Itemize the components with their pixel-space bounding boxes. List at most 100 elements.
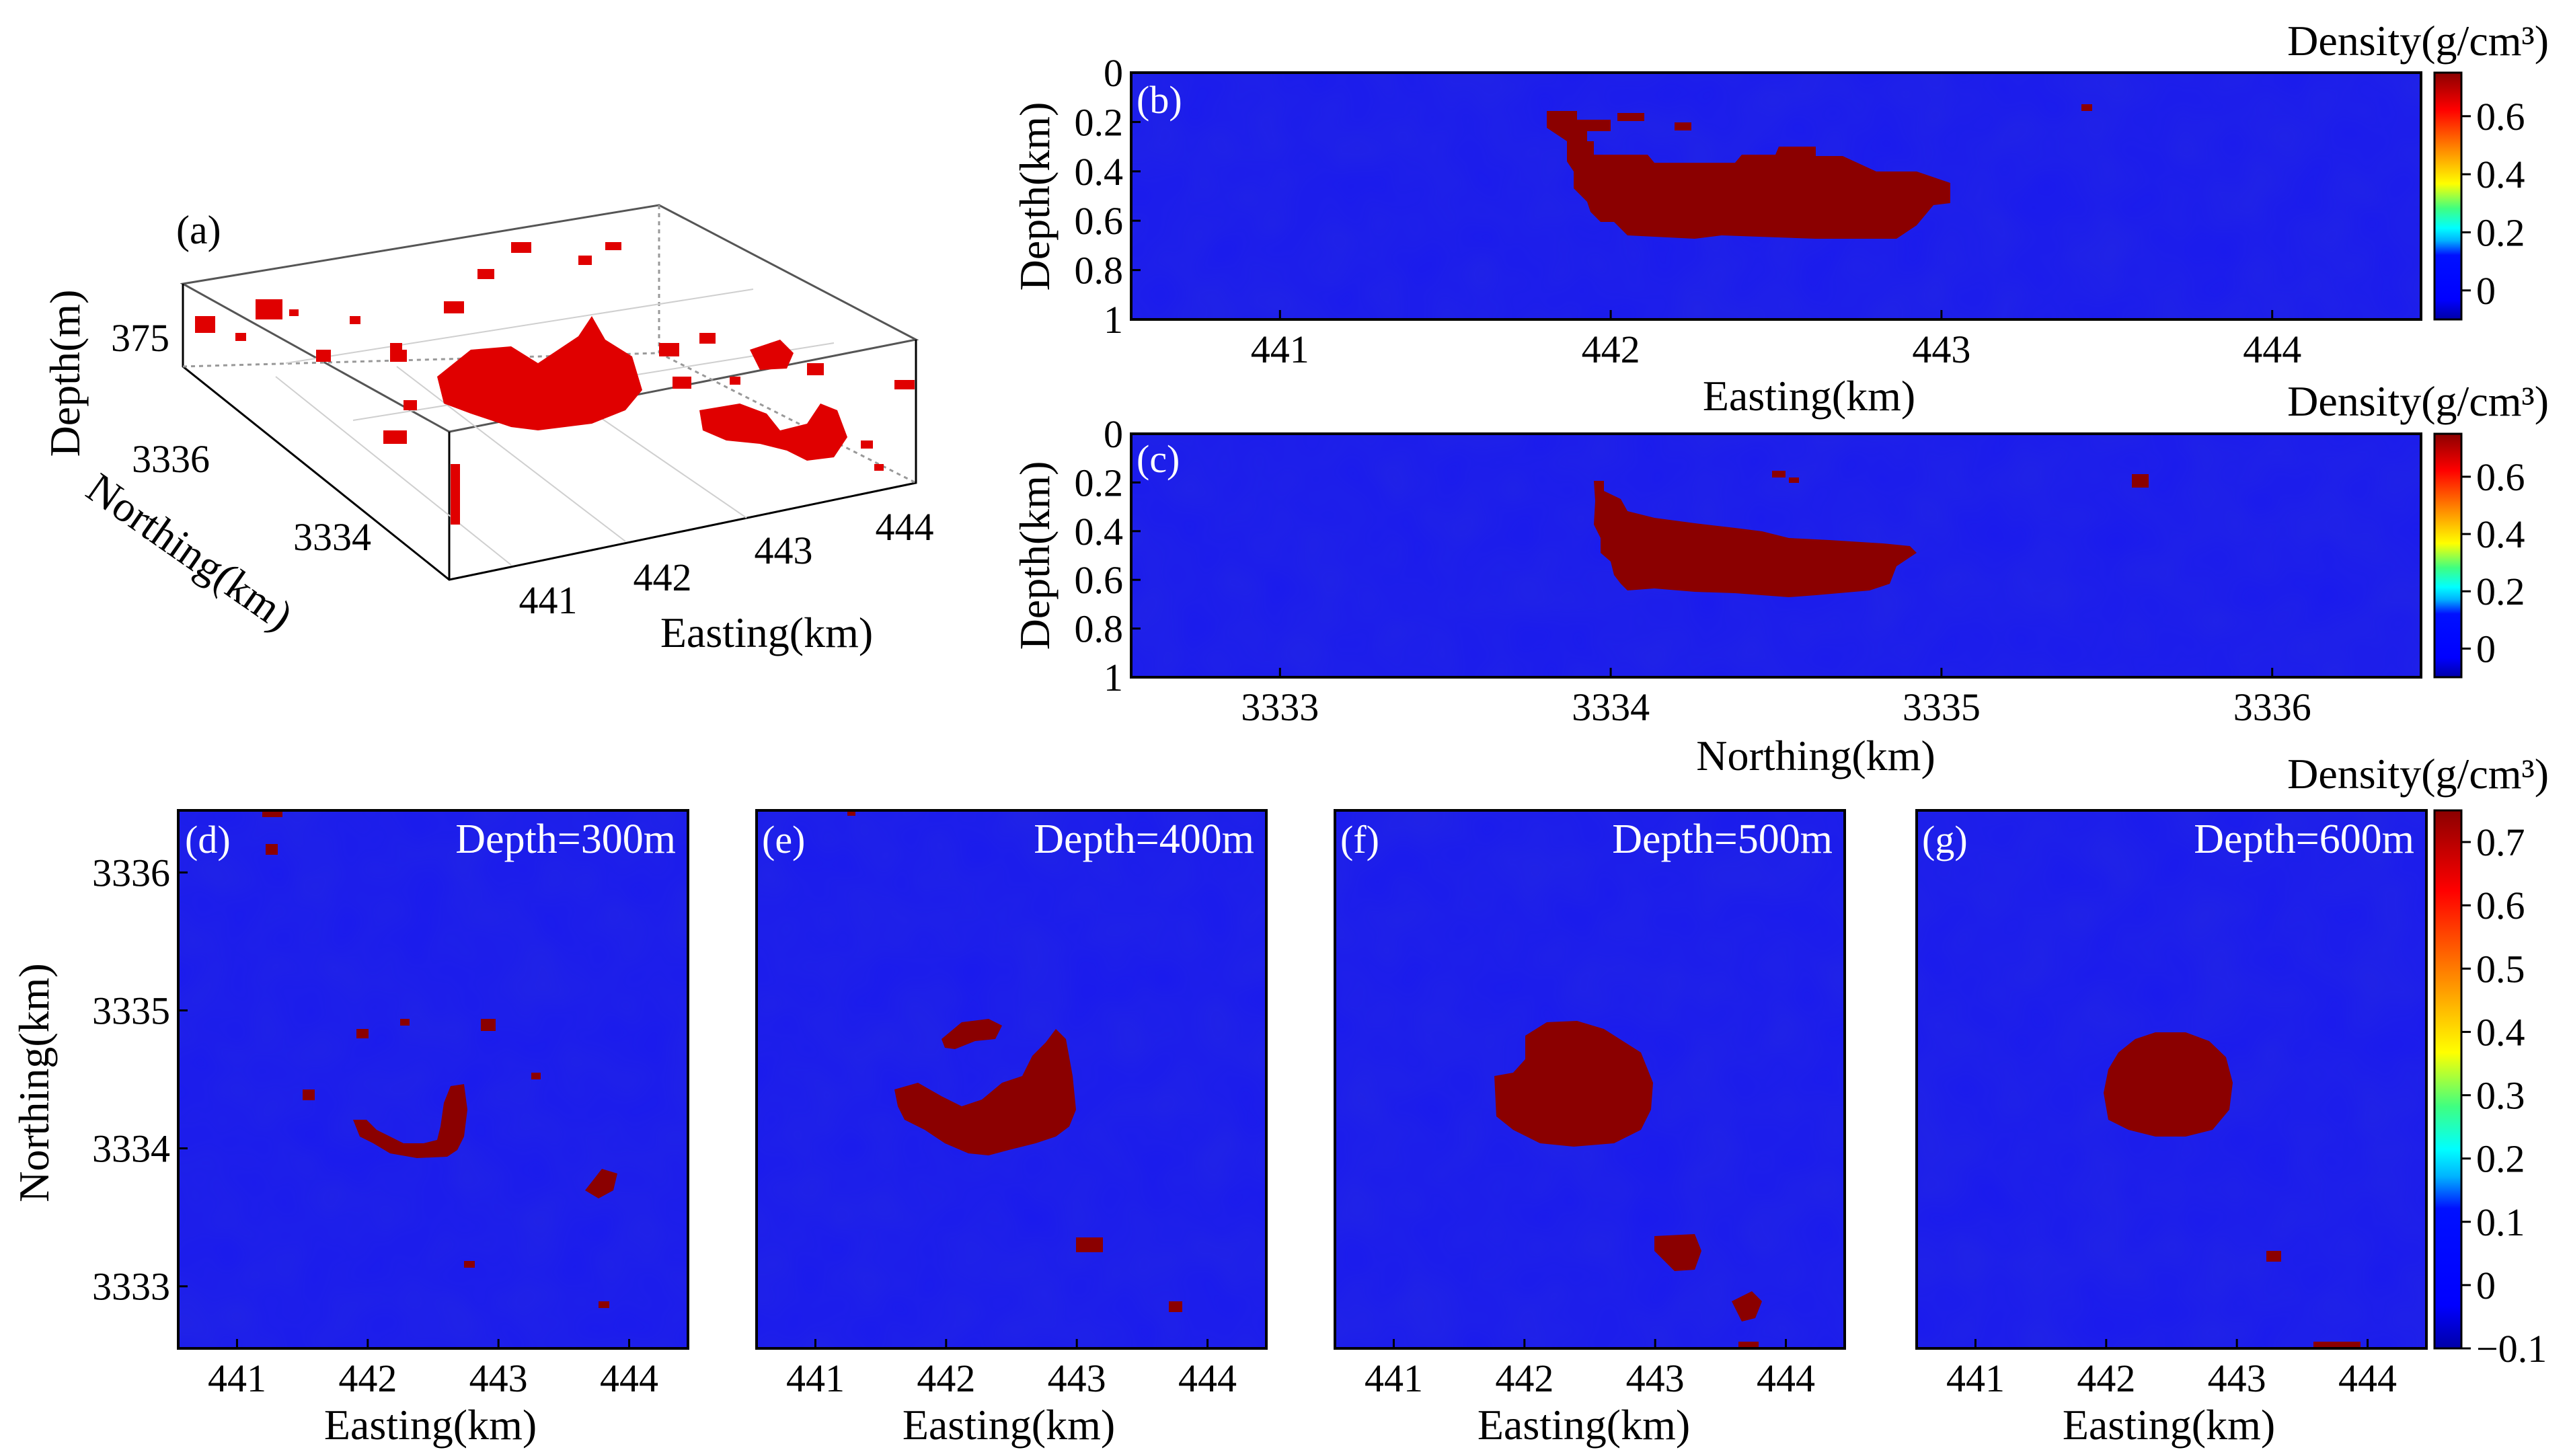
panel-d-title: Depth=300m — [455, 816, 676, 862]
panel-g-xlabel: Easting(km) — [2063, 1401, 2275, 1449]
panel-g-colorbar-title: Density(g/cm³) — [2287, 750, 2549, 798]
voxel — [451, 464, 460, 525]
upper-right-blob — [750, 340, 794, 370]
voxel — [874, 464, 884, 471]
panel-e-xticks: 441 442 443 444 — [786, 1339, 1237, 1400]
tick-label: 0.3 — [2476, 1074, 2525, 1118]
panel-d-xlabel: Easting(km) — [324, 1401, 537, 1449]
panel-a-label: (a) — [176, 208, 221, 252]
panel-b-yticks: 0 0.2 0.4 0.6 0.8 1 — [1075, 51, 1141, 342]
panel-d-anomaly — [353, 1084, 467, 1158]
voxel — [578, 256, 592, 265]
panel-b-xlabel: Easting(km) — [1703, 372, 1915, 420]
panel-b-anomaly — [1547, 111, 1950, 239]
panel-g-xticks: 441 442 443 444 — [1946, 1339, 2397, 1400]
voxel — [390, 350, 407, 362]
voxel — [316, 350, 331, 362]
panel-c: (c) 0 0.2 0.4 0.6 0.8 1 3333 3334 3335 3336 Dept… — [1011, 377, 2549, 779]
panel-g-anomaly — [2104, 1032, 2233, 1137]
tick-label: 442 — [1495, 1356, 1553, 1400]
panel-a-zlabel: Depth(m) — [41, 290, 89, 457]
tick-label: 1 — [1104, 656, 1123, 699]
tick-label: 0.6 — [2476, 884, 2525, 927]
panel-b-colorbar-title: Density(g/cm³) — [2287, 17, 2549, 65]
tick-label: 0 — [2476, 1264, 2496, 1307]
tick-label: 443 — [1048, 1356, 1106, 1400]
voxel — [404, 400, 417, 410]
panel-e-anomaly — [894, 1029, 1076, 1155]
panel-a-ylabel: Northing(km) — [78, 463, 301, 640]
panel-f-label: (f) — [1340, 818, 1379, 861]
panel-b-colorbar — [2433, 71, 2463, 321]
main-voxel-body — [437, 316, 642, 430]
panel-d-speck — [262, 810, 282, 817]
tick-label: 441 — [1946, 1356, 2005, 1400]
panel-e-speck — [1076, 1237, 1103, 1252]
tick-label: 0.1 — [2476, 1200, 2525, 1244]
tick-label: 444 — [2338, 1356, 2397, 1400]
panel-c-label: (c) — [1137, 437, 1180, 481]
panel-e: (e) Depth=400m 441 442 443 444 Easting(km) — [755, 809, 1268, 1449]
side-voxel-body — [699, 404, 847, 461]
panel-f: (f) Depth=500m 441 442 443 444 Easting(km) — [1334, 809, 1846, 1449]
tick-label: 3333 — [1241, 685, 1319, 729]
tick-label: 3335 — [1903, 685, 1981, 729]
tick-label: 0.2 — [1075, 100, 1124, 144]
panel-a: (a) — [41, 204, 934, 656]
panel-d-ylabel: Northing(km) — [10, 963, 58, 1202]
panel-c-anomaly — [1594, 481, 1917, 597]
panel-f-speck — [1654, 1234, 1701, 1271]
panel-c-colorbar-ticks: 0 0.2 0.4 0.6 — [2461, 455, 2525, 670]
panel-c-anomaly-speck — [1772, 471, 1786, 477]
tick-label: 0.2 — [1075, 461, 1124, 504]
panel-a-ztick: 375 — [111, 316, 169, 360]
panel-d-xticks: 441 442 443 444 — [208, 1339, 658, 1400]
panel-c-colorbar — [2433, 432, 2463, 679]
voxel — [444, 301, 464, 313]
voxel — [350, 316, 360, 324]
panel-g-colorbar-ticks: −0.1 0 0.1 0.2 0.3 0.4 0.5 0.6 0.7 — [2461, 820, 2547, 1371]
panel-d-speck — [400, 1019, 410, 1026]
voxel — [477, 269, 494, 279]
tick-label: 444 — [1757, 1356, 1815, 1400]
panel-a-xtick: 441 — [519, 578, 578, 622]
voxel — [659, 343, 679, 356]
tick-label: 0 — [1104, 51, 1123, 95]
tick-label: 442 — [2077, 1356, 2135, 1400]
panel-e-speck — [847, 810, 855, 816]
tick-label: 3335 — [92, 989, 170, 1032]
panel-b-anomaly-speck — [2081, 104, 2092, 111]
voxel — [383, 430, 407, 444]
tick-label: 0.6 — [2476, 455, 2525, 499]
tick-label: 3336 — [2233, 685, 2311, 729]
tick-label: 444 — [2243, 328, 2301, 371]
panel-d: (d) Depth=300m 441 442 443 444 3333 3334 3335… — [10, 809, 689, 1449]
panel-a-xtick: 443 — [755, 529, 813, 572]
panel-c-colorbar-title: Density(g/cm³) — [2287, 377, 2549, 425]
tick-label: 444 — [1178, 1356, 1237, 1400]
panel-d-speck — [464, 1261, 475, 1268]
panel-c-yticks: 0 0.2 0.4 0.6 0.8 1 — [1075, 412, 1141, 699]
panel-e-label: (e) — [762, 818, 805, 861]
tick-label: 443 — [1912, 328, 1970, 371]
tick-label: 3333 — [92, 1265, 170, 1309]
panel-d-yticks: 3333 3334 3335 3336 — [92, 851, 188, 1309]
voxel — [195, 316, 215, 333]
panel-f-speck — [1738, 1342, 1759, 1348]
tick-label: 0.2 — [2476, 1137, 2525, 1181]
panel-f-anomaly — [1494, 1021, 1653, 1147]
panel-b-anomaly-speck — [1617, 113, 1644, 121]
panel-d-speck — [303, 1089, 315, 1100]
tick-label: 1 — [1104, 298, 1123, 342]
tick-label: 0.8 — [1075, 249, 1124, 293]
voxel — [390, 343, 402, 352]
tick-label: 0 — [1104, 412, 1123, 456]
panel-d-speck — [531, 1073, 541, 1079]
voxel — [730, 377, 740, 385]
voxel — [894, 380, 915, 389]
panel-a-ytick: 3336 — [132, 437, 210, 481]
tick-label: 441 — [208, 1356, 266, 1400]
tick-label: 441 — [1251, 328, 1309, 371]
panel-b: (b) 0 0.2 0.4 0.6 0.8 1 441 442 443 444 Depth(km… — [1011, 17, 2549, 420]
panel-b-xticks: 441 442 443 444 — [1251, 310, 2301, 371]
